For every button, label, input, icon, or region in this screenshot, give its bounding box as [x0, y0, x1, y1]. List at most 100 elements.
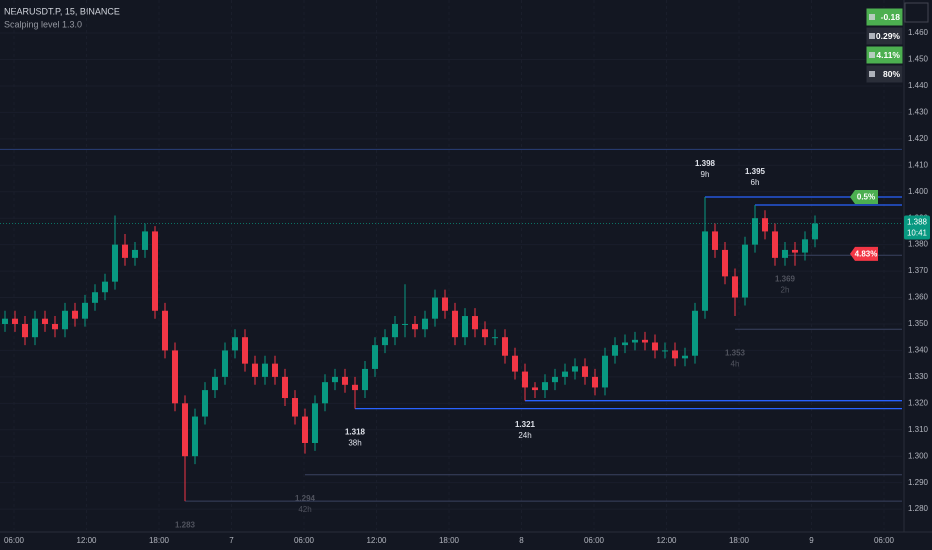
level-age-label: 24h — [518, 431, 531, 440]
x-tick-label: 06:00 — [294, 536, 315, 545]
x-tick-label: 06:00 — [584, 536, 605, 545]
candle-body — [712, 231, 718, 250]
stat-value: 80% — [883, 69, 900, 79]
candle-body — [542, 382, 548, 391]
candle-body — [522, 371, 528, 388]
x-tick-label: 12:00 — [76, 536, 97, 545]
candle-body — [302, 416, 308, 443]
candle-body — [682, 355, 688, 359]
level-price-label: 1.353 — [725, 348, 746, 357]
candle-body — [562, 371, 568, 377]
candle-body — [602, 355, 608, 388]
candle-body — [482, 329, 488, 338]
candle-body — [142, 231, 148, 250]
candle-body — [652, 342, 658, 351]
x-tick-label: 06:00 — [874, 536, 895, 545]
level-age-label: 6h — [751, 178, 760, 187]
candle-body — [592, 376, 598, 388]
candle-body — [62, 310, 68, 330]
y-tick-label: 1.460 — [908, 28, 929, 37]
stat-row — [865, 64, 904, 84]
target-label: 0.5% — [857, 193, 875, 202]
x-tick-label: 12:00 — [366, 536, 387, 545]
candle-body — [52, 323, 58, 330]
stat-icon — [869, 14, 875, 20]
candle-body — [282, 376, 288, 399]
x-tick-label: 8 — [519, 536, 524, 545]
candle-body — [472, 316, 478, 330]
candle-body — [452, 310, 458, 338]
x-tick-label: 7 — [229, 536, 234, 545]
candle-body — [402, 323, 408, 325]
level-age-label: 38h — [348, 439, 361, 448]
stat-value: -0.18 — [881, 12, 901, 22]
candle-body — [242, 337, 248, 364]
candle-body — [212, 376, 218, 391]
level-price-label: 1.294 — [295, 494, 316, 503]
candle-body — [732, 276, 738, 298]
candle-body — [112, 244, 118, 282]
candle-body — [312, 403, 318, 443]
candle-body — [82, 302, 88, 319]
candle-body — [442, 297, 448, 311]
candle-body — [462, 316, 468, 338]
level-age-label: 2h — [781, 285, 790, 294]
candle-body — [342, 376, 348, 385]
y-tick-label: 1.340 — [908, 346, 929, 355]
level-price-label: 1.395 — [745, 167, 766, 176]
candle-body — [532, 387, 538, 391]
candle-body — [182, 403, 188, 457]
candle-body — [492, 337, 498, 339]
candle-body — [782, 249, 788, 258]
symbol-title: NEARUSDT.P, 15, BINANCE — [4, 6, 120, 16]
y-tick-label: 1.290 — [908, 478, 929, 487]
level-price-label: 1.398 — [695, 159, 716, 168]
stat-icon — [869, 71, 875, 77]
level-price-label: 1.318 — [345, 428, 366, 437]
candle-body — [672, 350, 678, 359]
target-label: 4.83% — [855, 250, 878, 259]
candle-body — [432, 297, 438, 319]
candle-body — [222, 350, 228, 377]
candle-body — [322, 382, 328, 404]
y-tick-label: 1.430 — [908, 108, 929, 117]
candle-body — [2, 318, 8, 324]
candle-body — [422, 318, 428, 330]
x-tick-label: 18:00 — [149, 536, 170, 545]
candle-body — [42, 318, 48, 324]
candle-body — [752, 218, 758, 245]
candle-body — [262, 363, 268, 377]
x-tick-label: 18:00 — [729, 536, 750, 545]
y-tick-label: 1.350 — [908, 319, 929, 328]
level-age-label: 4h — [731, 359, 740, 368]
y-tick-label: 1.360 — [908, 293, 929, 302]
level-age-label: 9h — [701, 170, 710, 179]
candle-body — [172, 350, 178, 404]
y-tick-label: 1.450 — [908, 55, 929, 64]
level-age-label: 42h — [298, 505, 311, 514]
y-tick-label: 1.300 — [908, 451, 929, 460]
candle-body — [772, 231, 778, 258]
candle-body — [332, 376, 338, 383]
candle-body — [152, 231, 158, 311]
candle-body — [582, 366, 588, 377]
last-price-label: 1.388 — [907, 218, 928, 227]
candle-body — [292, 398, 298, 417]
stat-value: 0.29% — [876, 31, 901, 41]
candle-body — [632, 339, 638, 343]
stat-icon — [869, 52, 875, 58]
candle-body — [742, 244, 748, 298]
candle-body — [812, 223, 818, 240]
candle-body — [612, 345, 618, 356]
target-tag — [850, 246, 878, 261]
candle-body — [132, 249, 138, 258]
candle-body — [762, 218, 768, 232]
target-tag — [850, 190, 878, 205]
corner-button[interactable] — [904, 2, 929, 23]
y-tick-label: 1.420 — [908, 134, 929, 143]
candle-body — [202, 390, 208, 417]
candle-body — [692, 310, 698, 356]
indicator-title: Scalping level 1.3.0 — [4, 19, 82, 29]
y-tick-label: 1.370 — [908, 266, 929, 275]
